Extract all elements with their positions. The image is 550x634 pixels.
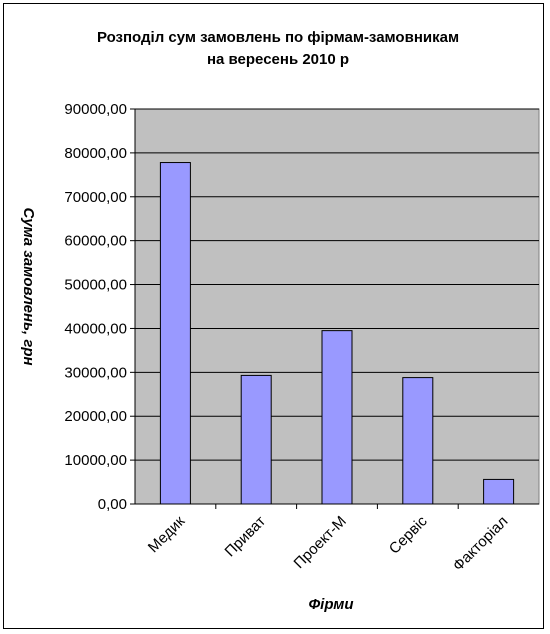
bar-1 [240, 374, 272, 505]
y-axis-label: Сума замовлень, грн [20, 207, 37, 365]
chart-title-line-1: Розподіл сум замовлень по фірмам-замовни… [97, 29, 459, 46]
y-tick-labels: 0,00 10000,00 20000,00 30000,00 40000,00 5000… [64, 101, 135, 513]
chart-title-line-2: на вересень 2010 р [207, 51, 349, 68]
x-axis-label: Фірми [308, 596, 353, 613]
gridlines [134, 108, 539, 505]
bar-3 [402, 377, 434, 505]
bar-4 [483, 478, 515, 505]
bars [159, 162, 515, 505]
y-tick-label: 20000,00 [64, 408, 127, 425]
bar-0 [159, 162, 191, 505]
y-tick-label: 70000,00 [64, 189, 127, 206]
x-tick-labels: Медик Приват Проект-М Сервіс Факторіал [145, 504, 512, 575]
y-tick-label: 0,00 [98, 496, 127, 513]
y-tick-label: 50000,00 [64, 277, 127, 294]
x-tick-label: Медик [145, 513, 189, 557]
y-tick-label: 10000,00 [64, 452, 127, 469]
x-tick-label: Приват [222, 513, 270, 561]
chart-frame: Розподіл сум замовлень по фірмам-замовни… [3, 3, 544, 629]
y-tick-label: 30000,00 [64, 364, 127, 381]
y-tick-label: 60000,00 [64, 233, 127, 250]
bar-chart: Розподіл сум замовлень по фірмам-замовни… [20, 29, 540, 613]
bar-2 [321, 330, 353, 505]
x-tick-label: Факторіал [450, 513, 512, 575]
y-tick-label: 90000,00 [64, 101, 127, 118]
x-tick-label: Проект-М [290, 513, 349, 572]
y-tick-label: 40000,00 [64, 320, 127, 337]
x-tick-label: Сервіс [386, 512, 431, 557]
y-tick-label: 80000,00 [64, 145, 127, 162]
